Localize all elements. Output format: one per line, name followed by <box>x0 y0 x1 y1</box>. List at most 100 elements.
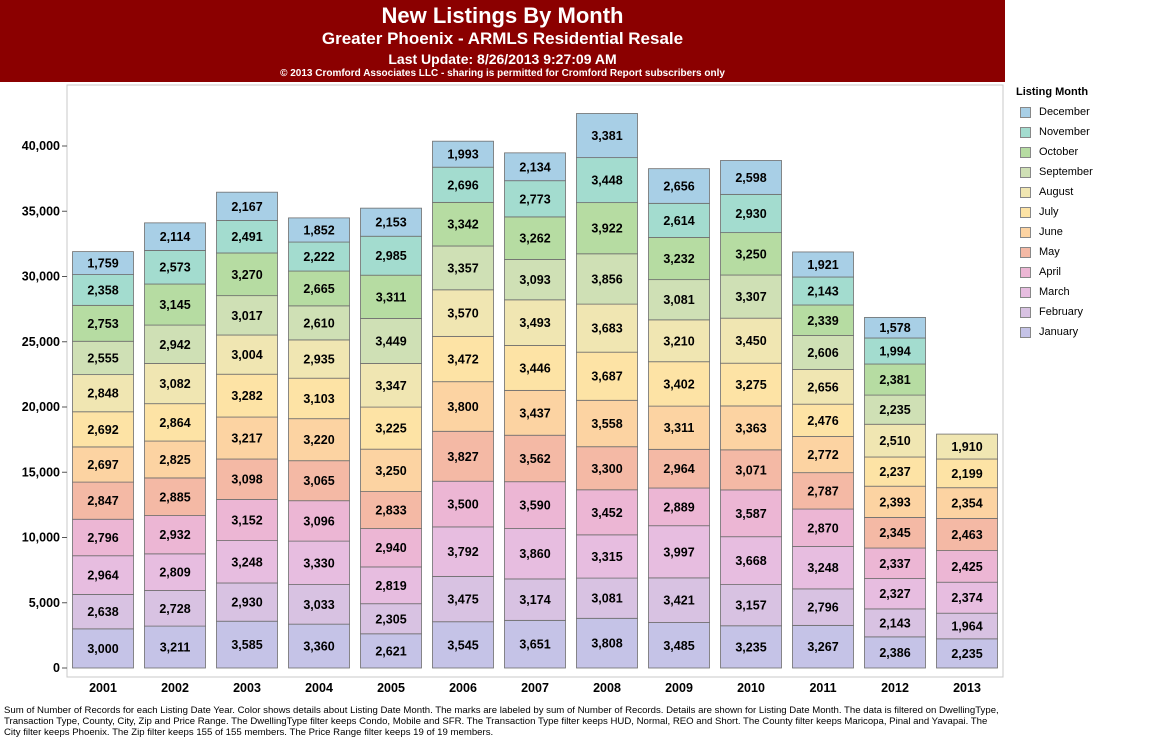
bar-segment-2005-may[interactable] <box>360 491 422 529</box>
bar-segment-2006-november[interactable] <box>432 166 494 203</box>
bar-segment-2008-may[interactable] <box>576 446 638 491</box>
legend-item-december[interactable]: December <box>1016 102 1152 122</box>
bar-segment-2013-june[interactable] <box>936 487 998 519</box>
bar-segment-2007-december[interactable] <box>504 152 566 182</box>
legend-item-march[interactable]: March <box>1016 282 1152 302</box>
bar-segment-2004-october[interactable] <box>288 270 350 307</box>
bar-segment-2013-april[interactable] <box>936 550 998 583</box>
bar-segment-2011-july[interactable] <box>792 403 854 437</box>
bar-segment-2002-april[interactable] <box>144 515 206 555</box>
bar-segment-2006-march[interactable] <box>432 526 494 577</box>
bar-segment-2009-december[interactable] <box>648 168 710 204</box>
bar-segment-2005-march[interactable] <box>360 566 422 605</box>
bar-segment-2013-august[interactable] <box>936 433 998 460</box>
bar-segment-2002-may[interactable] <box>144 477 206 516</box>
legend-item-june[interactable]: June <box>1016 222 1152 242</box>
bar-segment-2002-july[interactable] <box>144 403 206 442</box>
bar-segment-2013-march[interactable] <box>936 581 998 614</box>
bar-segment-2001-april[interactable] <box>72 518 134 557</box>
bar-segment-2005-july[interactable] <box>360 406 422 450</box>
bar-segment-2012-july[interactable] <box>864 456 926 487</box>
bar-segment-2004-may[interactable] <box>288 460 350 502</box>
bar-segment-2010-january[interactable] <box>720 625 782 669</box>
legend-item-october[interactable]: October <box>1016 142 1152 162</box>
bar-segment-2010-april[interactable] <box>720 489 782 538</box>
bar-segment-2007-august[interactable] <box>504 299 566 346</box>
bar-segment-2003-october[interactable] <box>216 252 278 297</box>
bar-segment-2004-january[interactable] <box>288 623 350 669</box>
legend-item-august[interactable]: August <box>1016 182 1152 202</box>
bar-segment-2001-may[interactable] <box>72 481 134 520</box>
bar-segment-2009-april[interactable] <box>648 487 710 527</box>
bar-segment-2011-september[interactable] <box>792 335 854 370</box>
bar-segment-2010-october[interactable] <box>720 232 782 276</box>
legend-item-november[interactable]: November <box>1016 122 1152 142</box>
bar-segment-2009-march[interactable] <box>648 525 710 579</box>
bar-segment-2011-december[interactable] <box>792 251 854 278</box>
bar-segment-2012-january[interactable] <box>864 636 926 669</box>
bar-segment-2012-may[interactable] <box>864 517 926 549</box>
bar-segment-2007-april[interactable] <box>504 481 566 529</box>
bar-segment-2005-september[interactable] <box>360 318 422 364</box>
bar-segment-2008-december[interactable] <box>576 113 638 159</box>
bar-segment-2002-september[interactable] <box>144 324 206 364</box>
bar-segment-2010-february[interactable] <box>720 584 782 627</box>
bar-segment-2012-september[interactable] <box>864 394 926 425</box>
bar-segment-2011-march[interactable] <box>792 546 854 590</box>
bar-segment-2012-november[interactable] <box>864 337 926 365</box>
bar-segment-2010-june[interactable] <box>720 405 782 451</box>
bar-segment-2006-december[interactable] <box>432 140 494 168</box>
bar-segment-2010-september[interactable] <box>720 274 782 319</box>
bar-segment-2013-january[interactable] <box>936 638 998 669</box>
bar-segment-2001-february[interactable] <box>72 594 134 630</box>
bar-segment-2006-june[interactable] <box>432 381 494 432</box>
bar-segment-2008-september[interactable] <box>576 253 638 305</box>
bar-segment-2011-february[interactable] <box>792 588 854 626</box>
bar-segment-2001-july[interactable] <box>72 411 134 448</box>
bar-segment-2011-november[interactable] <box>792 276 854 306</box>
bar-segment-2005-january[interactable] <box>360 633 422 669</box>
bar-segment-2008-june[interactable] <box>576 399 638 448</box>
bar-segment-2010-may[interactable] <box>720 449 782 491</box>
bar-segment-2012-february[interactable] <box>864 608 926 638</box>
bar-segment-2011-april[interactable] <box>792 508 854 547</box>
bar-segment-2001-november[interactable] <box>72 274 134 306</box>
bar-segment-2007-october[interactable] <box>504 216 566 260</box>
bar-segment-2008-january[interactable] <box>576 617 638 669</box>
bar-segment-2005-december[interactable] <box>360 207 422 237</box>
bar-segment-2010-march[interactable] <box>720 536 782 585</box>
bar-segment-2007-june[interactable] <box>504 389 566 436</box>
bar-segment-2005-february[interactable] <box>360 603 422 635</box>
bar-segment-2007-may[interactable] <box>504 434 566 483</box>
legend-item-september[interactable]: September <box>1016 162 1152 182</box>
bar-segment-2006-september[interactable] <box>432 245 494 291</box>
bar-segment-2004-february[interactable] <box>288 584 350 625</box>
bar-segment-2012-june[interactable] <box>864 485 926 518</box>
bar-segment-2001-december[interactable] <box>72 251 134 275</box>
bar-segment-2003-november[interactable] <box>216 220 278 254</box>
bar-segment-2005-october[interactable] <box>360 274 422 319</box>
bar-segment-2008-november[interactable] <box>576 157 638 204</box>
bar-segment-2005-june[interactable] <box>360 448 422 492</box>
bar-segment-2003-december[interactable] <box>216 191 278 221</box>
bar-segment-2008-august[interactable] <box>576 303 638 353</box>
legend-item-may[interactable]: May <box>1016 242 1152 262</box>
bar-segment-2006-august[interactable] <box>432 289 494 337</box>
bar-segment-2006-october[interactable] <box>432 201 494 247</box>
bar-segment-2003-march[interactable] <box>216 540 278 584</box>
bar-segment-2005-november[interactable] <box>360 235 422 276</box>
bar-segment-2007-july[interactable] <box>504 345 566 391</box>
bar-segment-2003-may[interactable] <box>216 458 278 500</box>
bar-segment-2003-august[interactable] <box>216 334 278 375</box>
bar-segment-2011-october[interactable] <box>792 304 854 336</box>
bar-segment-2009-august[interactable] <box>648 319 710 363</box>
bar-segment-2003-september[interactable] <box>216 295 278 336</box>
bar-segment-2009-november[interactable] <box>648 202 710 238</box>
bar-segment-2001-january[interactable] <box>72 628 134 669</box>
bar-segment-2008-july[interactable] <box>576 351 638 401</box>
bar-segment-2006-april[interactable] <box>432 480 494 528</box>
legend-item-april[interactable]: April <box>1016 262 1152 282</box>
legend-item-january[interactable]: January <box>1016 322 1152 342</box>
bar-segment-2001-march[interactable] <box>72 555 134 595</box>
legend-item-february[interactable]: February <box>1016 302 1152 322</box>
